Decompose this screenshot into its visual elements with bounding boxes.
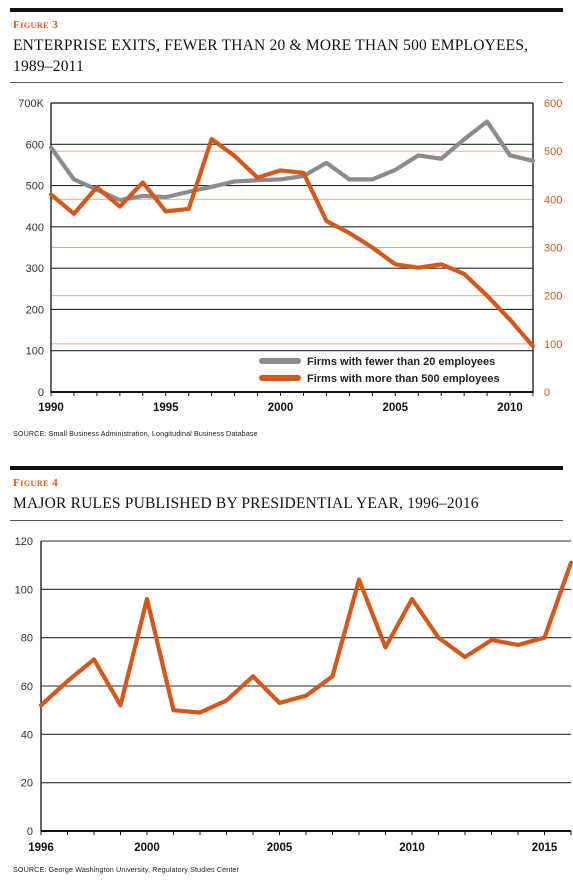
figure-title: ENTERPRISE EXITS, FEWER THAN 20 & MORE T… [13,37,529,75]
y-tick-label-left: 700K [18,98,44,110]
legend-label: Firms with more than 500 employees [307,373,500,385]
y-tick-label-left: 400 [26,222,44,234]
y-tick-label: 120 [15,536,33,548]
figure-title: MAJOR RULES PUBLISHED BY PRESIDENTIAL YE… [13,495,479,512]
x-tick-label: 2000 [134,842,160,854]
y-tick-label: 100 [15,584,33,596]
x-tick-label: 1995 [153,402,179,414]
title-rule [10,82,563,83]
top-rule [10,8,563,12]
figure-label: Figure 3 [13,19,59,31]
x-tick-label: 2000 [268,402,294,414]
y-tick-label-left: 600 [26,139,44,151]
y-tick-label-left: 200 [26,304,44,316]
y-tick-label-left: 300 [26,263,44,275]
y-tick-label: 60 [21,681,33,693]
figure-4: Figure 4 MAJOR RULES PUBLISHED BY PRESID… [0,458,573,890]
y-tick-label: 0 [27,826,33,838]
x-tick-label: 2005 [267,842,293,854]
x-tick-label: 2005 [382,402,408,414]
chart-major-rules: 120 100 80 60 40 20 0 1996 2000 2005 2010 2015 [15,536,573,854]
y-tick-label-left: 100 [26,346,44,358]
x-tick-label: 2010 [497,402,523,414]
y-tick-label-right: 300 [544,243,562,255]
y-tick-label: 80 [21,633,33,645]
series-line-more-than-500 [48,137,536,349]
y-tick-label-left: 0 [38,387,44,399]
y-tick-label-right: 200 [544,291,562,303]
figure-label: Figure 4 [13,477,59,489]
y-tick-label-right: 600 [544,98,562,110]
source-note: SOURCE: Small Business Administration, L… [13,429,258,438]
figure-3: Figure 3 ENTERPRISE EXITS, FEWER THAN 20… [10,8,563,438]
series-line-major-rules [38,560,573,715]
y-tick-label: 40 [21,729,33,741]
legend-label: Firms with fewer than 20 employees [307,356,495,368]
source-note: SOURCE: George Washington University, Re… [13,865,240,874]
x-tick-label: 1996 [28,842,54,854]
chart-enterprise-exits: 700K 600 500 400 300 200 100 0 600 500 400 300 200 10… [18,98,562,414]
series-line-fewer-than-20 [48,119,536,203]
top-rule [10,466,563,470]
y-tick-label-right: 0 [544,387,550,399]
x-tick-label: 2015 [532,842,558,854]
y-tick-label: 20 [21,778,33,790]
y-tick-label-right: 500 [544,146,562,158]
y-tick-label-right: 100 [544,339,562,351]
y-tick-label-left: 500 [26,181,44,193]
x-tick-label: 1990 [38,402,64,414]
y-tick-label-right: 400 [544,194,562,206]
x-tick-label: 2010 [399,842,425,854]
title-rule [10,520,563,521]
